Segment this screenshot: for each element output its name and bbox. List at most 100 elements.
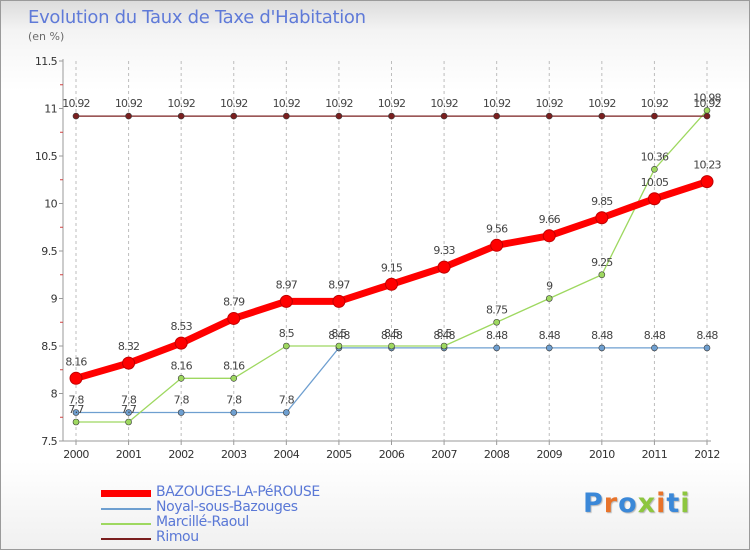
series-point-2 — [230, 374, 238, 382]
series-point-0 — [700, 175, 714, 189]
series-point-1 — [72, 409, 80, 416]
series-point-3 — [177, 112, 185, 120]
y-tick-label: 7.5 — [41, 435, 57, 448]
legend-label-bazouges: BAZOUGES-LA-PéROUSE — [156, 484, 320, 500]
data-label-2: 8.16 — [171, 359, 193, 372]
data-label-2: 7.7 — [68, 403, 84, 416]
y-tick-label: 8 — [51, 388, 58, 401]
data-label-2: 9 — [546, 280, 553, 293]
series-point-3 — [335, 112, 343, 120]
data-label-3: 10.92 — [220, 97, 248, 110]
series-point-0 — [647, 192, 661, 206]
series-point-1 — [545, 344, 553, 352]
x-tick-label: 2006 — [379, 448, 405, 461]
series-point-3 — [283, 112, 290, 120]
data-label-3: 10.92 — [693, 97, 721, 110]
series-point-3 — [598, 112, 606, 120]
series-point-2 — [335, 342, 343, 350]
series-point-3 — [72, 112, 80, 120]
y-tick-label: 10 — [44, 198, 57, 211]
data-label-1: 8.48 — [328, 329, 350, 342]
series-point-2 — [283, 342, 290, 350]
series-point-2 — [125, 418, 132, 426]
series-point-1 — [703, 344, 711, 352]
data-label-3: 10.92 — [536, 97, 564, 110]
data-label-0: 8.53 — [171, 320, 193, 333]
data-label-3: 10.92 — [115, 97, 143, 110]
logo-letter: i — [680, 488, 691, 519]
x-tick-label: 2004 — [274, 448, 300, 461]
x-tick-label: 2009 — [536, 448, 562, 461]
data-label-3: 10.92 — [273, 97, 301, 110]
data-label-2: 10.36 — [641, 150, 669, 163]
series-point-2 — [545, 295, 553, 302]
data-label-1: 8.48 — [696, 329, 718, 342]
series-point-0 — [69, 371, 83, 385]
series-point-0 — [174, 336, 188, 350]
series-point-2 — [72, 418, 80, 426]
series-point-1 — [230, 409, 238, 416]
x-tick-label: 2012 — [694, 448, 720, 461]
data-label-2: 8.5 — [437, 327, 453, 340]
data-label-0: 9.66 — [539, 213, 561, 226]
legend-swatch-noyal — [101, 508, 151, 510]
series-point-2 — [651, 166, 658, 173]
data-label-1: 7.8 — [174, 394, 190, 407]
legend: BAZOUGES-LA-PéROUSE Noyal-sous-Bazouges … — [101, 484, 401, 546]
data-label-2: 9.25 — [591, 256, 613, 269]
data-label-0: 8.97 — [328, 278, 350, 291]
label-layer: 8.16 8.32 8.53 8.79 8.97 8.97 9.15 9.33 9.56 9.66… — [62, 91, 722, 416]
logo-letter: P — [583, 488, 604, 519]
data-label-1: 7.8 — [68, 394, 84, 407]
data-label-3: 10.92 — [378, 97, 406, 110]
data-label-0: 8.32 — [118, 340, 139, 353]
legend-item-marcille: Marcillé-Raoul — [101, 514, 401, 531]
logo-letter: o — [618, 488, 638, 519]
series-point-3 — [388, 112, 395, 120]
logo-letter: r — [603, 488, 619, 519]
data-label-0: 8.97 — [276, 278, 298, 291]
series-point-2 — [440, 342, 448, 350]
data-label-2: 8.5 — [331, 327, 347, 340]
data-label-1: 7.8 — [226, 394, 242, 407]
data-label-1: 7.8 — [279, 394, 295, 407]
proxiti-logo: Proxiti — [583, 488, 691, 519]
series-point-2 — [177, 374, 185, 382]
series-layer — [69, 107, 714, 426]
data-label-0: 9.33 — [433, 244, 455, 257]
data-label-3: 10.92 — [62, 97, 90, 110]
data-label-2: 10.98 — [693, 91, 721, 104]
data-label-1: 8.48 — [644, 329, 666, 342]
series-point-3 — [440, 112, 448, 120]
legend-swatch-rimou — [101, 538, 151, 540]
data-label-0: 8.79 — [223, 295, 245, 308]
chart-subtitle: (en %) — [28, 30, 65, 43]
data-label-3: 10.92 — [483, 97, 511, 110]
series-point-0 — [332, 294, 346, 308]
data-label-2: 8.16 — [223, 359, 245, 372]
series-point-3 — [651, 112, 658, 120]
series-point-0 — [542, 229, 556, 243]
series-point-1 — [177, 409, 185, 416]
data-label-0: 9.85 — [591, 195, 613, 208]
series-point-0 — [122, 356, 136, 370]
data-label-2: 7.7 — [121, 403, 137, 416]
x-tick-label: 2001 — [116, 448, 142, 461]
legend-item-bazouges: BAZOUGES-LA-PéROUSE — [101, 484, 401, 501]
data-label-3: 10.92 — [430, 97, 458, 110]
legend-swatch-marcille — [101, 523, 151, 525]
legend-item-noyal: Noyal-sous-Bazouges — [101, 499, 401, 516]
y-tick-label: 9.5 — [41, 245, 57, 258]
data-label-2: 8.5 — [279, 327, 295, 340]
series-point-3 — [230, 112, 238, 120]
series-point-2 — [388, 342, 395, 350]
data-label-1: 8.48 — [433, 329, 455, 342]
data-label-1: 8.48 — [381, 329, 403, 342]
y-tick-label: 10.5 — [35, 150, 58, 163]
x-tick-label: 2011 — [642, 448, 668, 461]
y-tick-label: 8.5 — [41, 340, 57, 353]
series-point-0 — [490, 238, 504, 252]
logo-letter: x — [637, 488, 657, 519]
series-point-0 — [227, 311, 241, 325]
x-tick-label: 2005 — [326, 448, 352, 461]
